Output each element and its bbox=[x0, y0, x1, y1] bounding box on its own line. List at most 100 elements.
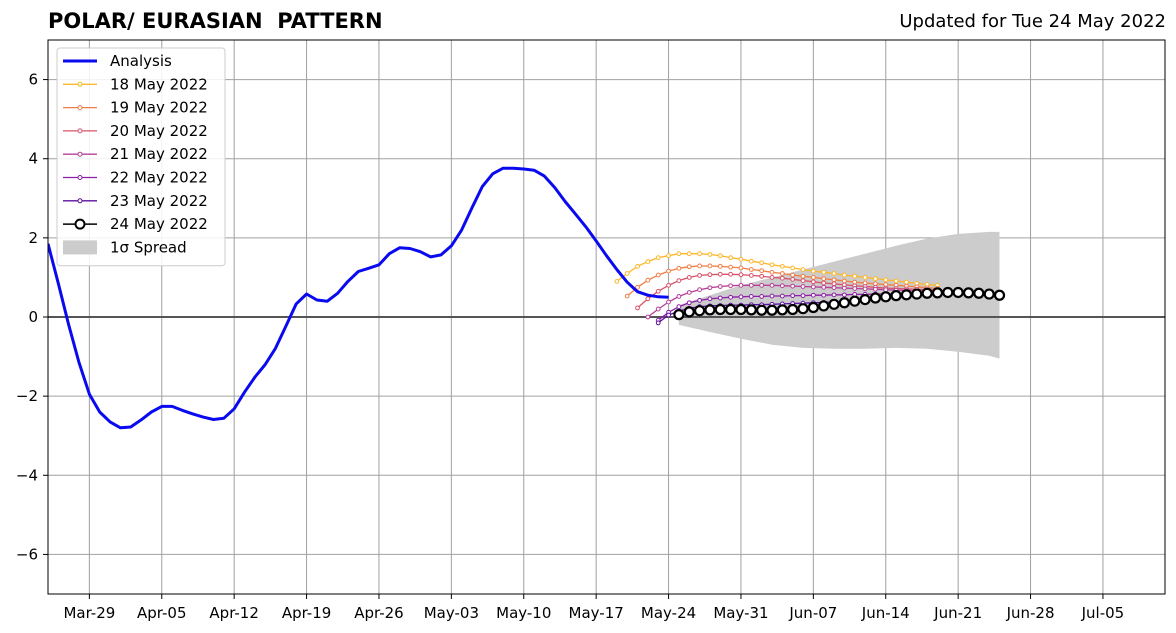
forecast-point bbox=[686, 251, 692, 257]
forecast-point bbox=[883, 277, 889, 283]
forecast-point bbox=[766, 304, 778, 316]
forecast-point bbox=[810, 268, 816, 274]
x-tick-label: May-31 bbox=[713, 604, 768, 622]
forecast-point bbox=[810, 284, 816, 290]
x-tick-label: May-03 bbox=[424, 604, 479, 622]
forecast-point bbox=[818, 300, 830, 312]
forecast-point bbox=[704, 304, 716, 316]
forecast-point bbox=[673, 309, 685, 321]
legend-label: 22 May 2022 bbox=[110, 169, 208, 187]
forecast-point bbox=[728, 264, 734, 270]
forecast-point bbox=[828, 298, 840, 310]
forecast-point bbox=[655, 320, 661, 326]
y-tick-label: −6 bbox=[16, 545, 38, 563]
forecast-point bbox=[707, 285, 713, 291]
legend-swatch-marker bbox=[74, 218, 86, 230]
forecast-point bbox=[790, 272, 796, 278]
forecast-point bbox=[655, 306, 661, 312]
forecast-point bbox=[790, 265, 796, 271]
forecast-point bbox=[807, 301, 819, 314]
forecast-point bbox=[810, 292, 816, 298]
y-tick-label: 6 bbox=[28, 71, 38, 89]
forecast-point bbox=[800, 273, 806, 279]
forecast-point bbox=[635, 305, 640, 311]
forecast-point bbox=[797, 303, 809, 315]
forecast-point bbox=[759, 273, 765, 279]
forecast-point bbox=[666, 282, 671, 288]
y-tick-label: −4 bbox=[16, 466, 38, 484]
forecast-point bbox=[841, 278, 847, 284]
forecast-point bbox=[676, 278, 682, 283]
forecast-point bbox=[931, 287, 944, 299]
legend-label: 23 May 2022 bbox=[110, 192, 208, 210]
forecast-point bbox=[624, 293, 630, 299]
forecast-point bbox=[779, 283, 785, 289]
forecast-point bbox=[821, 269, 827, 275]
forecast-point bbox=[745, 304, 757, 316]
forecast-point bbox=[810, 279, 816, 285]
forecast-point bbox=[900, 289, 913, 301]
forecast-point bbox=[769, 275, 775, 280]
forecast-point bbox=[655, 288, 661, 294]
forecast-point bbox=[869, 292, 882, 304]
forecast-point bbox=[728, 283, 734, 289]
x-tick-label: Apr-19 bbox=[282, 604, 332, 622]
legend-entry: 20 May 2022 bbox=[63, 122, 208, 140]
forecast-point bbox=[821, 284, 827, 290]
forecast-point bbox=[717, 271, 723, 277]
forecast-point bbox=[676, 304, 682, 310]
legend-entry: 21 May 2022 bbox=[63, 145, 208, 163]
forecast-point bbox=[873, 276, 878, 282]
forecast-point bbox=[666, 299, 671, 305]
forecast-series-0 bbox=[614, 251, 940, 288]
forecast-point bbox=[841, 272, 847, 278]
forecast-point bbox=[838, 297, 850, 309]
forecast-point bbox=[790, 277, 796, 282]
forecast-point bbox=[769, 269, 775, 275]
forecast-point bbox=[790, 283, 796, 289]
forecast-point bbox=[645, 296, 651, 302]
legend-box bbox=[56, 47, 226, 267]
forecast-point bbox=[738, 272, 744, 278]
forecast-point bbox=[717, 295, 723, 301]
legend-label: Analysis bbox=[110, 52, 172, 70]
x-tick-label: Apr-26 bbox=[354, 604, 404, 622]
legend[interactable]: Analysis 18 May 2022 19 May 2022 20 May 202… bbox=[56, 47, 226, 267]
forecast-point bbox=[769, 293, 775, 299]
forecast-point bbox=[645, 259, 651, 265]
forecast-point bbox=[831, 277, 837, 283]
x-tick-label: Jun-14 bbox=[861, 604, 910, 622]
forecast-point bbox=[821, 276, 827, 282]
forecast-point bbox=[800, 267, 806, 272]
forecast-point bbox=[693, 305, 706, 317]
legend-entry: 18 May 2022 bbox=[63, 75, 208, 93]
forecast-point bbox=[717, 263, 723, 269]
legend-swatch-patch bbox=[63, 240, 97, 255]
forecast-point bbox=[779, 271, 785, 276]
forecast-series-6 bbox=[673, 286, 1006, 321]
forecast-point bbox=[725, 303, 737, 316]
y-tick-label: 0 bbox=[28, 308, 38, 326]
forecast-point bbox=[697, 263, 702, 269]
x-tick-label: Apr-05 bbox=[137, 604, 187, 622]
forecast-point bbox=[862, 275, 868, 280]
forecast-point bbox=[787, 303, 799, 316]
forecast-point bbox=[952, 286, 964, 299]
forecast-point bbox=[849, 295, 861, 307]
analysis-line bbox=[48, 166, 669, 430]
forecast-point bbox=[676, 251, 682, 257]
forecast-point bbox=[779, 275, 785, 281]
legend-swatch-marker bbox=[77, 175, 83, 180]
forecast-point bbox=[655, 272, 661, 278]
forecast-point bbox=[821, 292, 827, 298]
forecast-point bbox=[883, 287, 889, 293]
forecast-point bbox=[748, 267, 754, 272]
forecast-point bbox=[880, 291, 892, 303]
forecast-point bbox=[779, 263, 785, 269]
forecast-point bbox=[841, 292, 847, 298]
x-tick-label: Apr-12 bbox=[209, 604, 259, 622]
legend-entry: 1σ Spread bbox=[63, 238, 187, 256]
forecast-point bbox=[728, 271, 734, 277]
x-tick-label: Mar-29 bbox=[63, 604, 115, 622]
